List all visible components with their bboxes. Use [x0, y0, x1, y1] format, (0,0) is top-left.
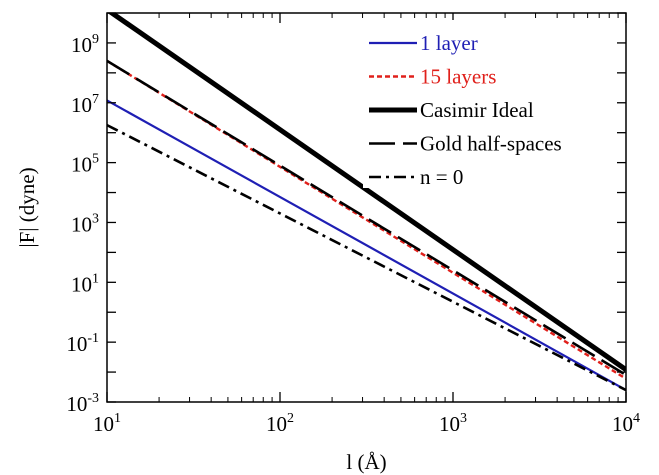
legend-background: [363, 20, 609, 188]
x-axis-label: l (Å): [346, 450, 386, 474]
series-line-1: [107, 59, 626, 380]
x-tick-label-0: 101: [93, 411, 121, 436]
series-line-4: [107, 123, 626, 392]
legend-label-0: 1 layer: [420, 31, 478, 55]
plot-frame: [106, 12, 627, 403]
y-tick-label-4: 101: [71, 271, 99, 296]
y-tick-label-3: 103: [71, 211, 99, 236]
x-tick-label-3: 104: [612, 411, 640, 436]
y-tick-label-6: 10-3: [66, 391, 99, 416]
y-tick-label-1: 107: [71, 92, 99, 117]
series-lines: [107, 13, 626, 392]
legend-label-4: n = 0: [420, 165, 463, 189]
series-line-2: [107, 13, 626, 372]
y-tick-label-5: 10-1: [66, 331, 99, 356]
series-line-0: [107, 99, 626, 392]
y-tick-label-0: 109: [71, 32, 99, 57]
legend-label-3: Gold half-spaces: [420, 132, 562, 156]
x-tick-label-2: 103: [439, 411, 467, 436]
legend: 1 layer 15 layers Casimir Ideal Gold half-s…: [363, 20, 609, 189]
legend-label-2: Casimir Ideal: [420, 98, 534, 122]
legend-label-1: 15 layers: [420, 65, 496, 89]
x-tick-label-1: 102: [266, 411, 294, 436]
y-axis-label: |F| (dyne): [15, 167, 39, 247]
y-tick-label-2: 105: [71, 152, 99, 177]
